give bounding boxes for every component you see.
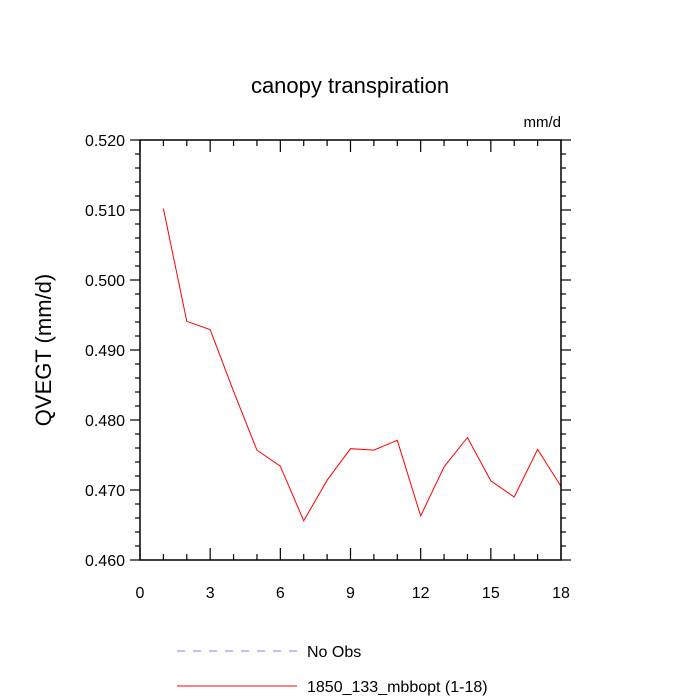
units-label: mm/d bbox=[524, 114, 562, 131]
y-tick-label: 0.490 bbox=[85, 343, 125, 360]
series-layer bbox=[162, 208, 562, 522]
plot-frame bbox=[139, 139, 562, 561]
x-tick-label: 9 bbox=[346, 585, 355, 602]
legend-label-0: No Obs bbox=[307, 644, 361, 661]
series-line-1 bbox=[162, 208, 562, 522]
y-tick-label: 0.510 bbox=[85, 203, 125, 220]
chart-title: canopy transpiration bbox=[251, 73, 449, 98]
x-tick-label: 18 bbox=[552, 585, 570, 602]
y-tick-label: 0.460 bbox=[85, 553, 125, 570]
y-tick-label: 0.500 bbox=[85, 273, 125, 290]
x-tick-label: 0 bbox=[136, 585, 145, 602]
axis-tick-labels: 0 3 6 9 12 15 18 0.460 0.470 0.480 0.490 0.500 0.510… bbox=[85, 133, 570, 602]
legend: No Obs 1850_133_mbbopt (1-18) bbox=[177, 644, 488, 696]
x-tick-label: 12 bbox=[412, 585, 430, 602]
x-tick-label: 6 bbox=[276, 585, 285, 602]
y-tick-label: 0.520 bbox=[85, 133, 125, 150]
x-tick-label: 15 bbox=[482, 585, 500, 602]
y-axis-label: QVEGT (mm/d) bbox=[31, 274, 56, 426]
axis-ticks bbox=[130, 139, 571, 561]
legend-label-1: 1850_133_mbbopt (1-18) bbox=[307, 679, 488, 696]
y-tick-label: 0.480 bbox=[85, 413, 125, 430]
x-tick-label: 3 bbox=[206, 585, 215, 602]
y-tick-label: 0.470 bbox=[85, 483, 125, 500]
